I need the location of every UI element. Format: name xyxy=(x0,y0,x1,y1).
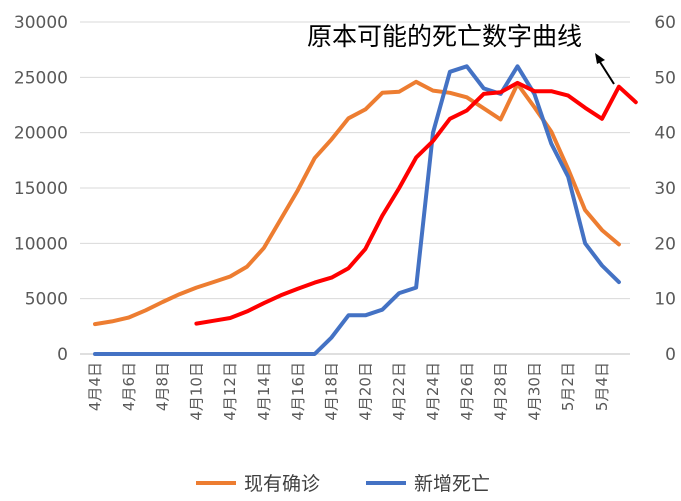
left-tick-label: 30000 xyxy=(14,13,68,33)
left-tick-label: 15000 xyxy=(14,179,68,199)
legend-label: 现有确诊 xyxy=(244,473,320,495)
right-tick-label: 20 xyxy=(654,234,676,254)
left-tick-label: 25000 xyxy=(14,68,68,88)
right-tick-label: 60 xyxy=(654,13,676,33)
annotation-arrowhead xyxy=(595,53,605,64)
right-tick-label: 40 xyxy=(654,124,676,144)
x-tick-label: 5月4日 xyxy=(593,362,611,411)
x-tick-label: 4月24日 xyxy=(424,362,442,421)
x-tick-label: 5月2日 xyxy=(559,362,577,411)
x-tick-label: 4月16日 xyxy=(289,362,307,421)
x-tick-label: 4月4日 xyxy=(86,362,104,411)
x-tick-label: 4月10日 xyxy=(187,362,205,421)
x-tick-label: 4月28日 xyxy=(492,362,510,421)
right-axis-ticks: 0 10 20 30 40 50 60 xyxy=(654,13,676,365)
series-line xyxy=(194,80,638,326)
annotation-text: 原本可能的死亡数字曲线 xyxy=(307,22,582,51)
left-axis-ticks: 0 5000 10000 15000 20000 25000 30000 xyxy=(14,13,68,365)
legend: 现有确诊 新增死亡 xyxy=(196,473,490,495)
x-tick-label: 4月22日 xyxy=(390,362,408,421)
left-tick-label: 20000 xyxy=(14,124,68,144)
right-tick-label: 30 xyxy=(654,179,676,199)
x-tick-label: 4月14日 xyxy=(255,362,273,421)
left-tick-label: 10000 xyxy=(14,234,68,254)
x-tick-label: 4月30日 xyxy=(525,362,543,421)
right-tick-label: 10 xyxy=(654,290,676,310)
annotation: 原本可能的死亡数字曲线 xyxy=(307,22,615,85)
x-tick-label: 4月20日 xyxy=(356,362,374,421)
series-line xyxy=(93,79,621,327)
annotation-arrow xyxy=(599,61,615,85)
x-tick-label: 4月8日 xyxy=(154,362,172,411)
x-tick-label: 4月12日 xyxy=(221,362,239,421)
x-tick-label: 4月6日 xyxy=(120,362,138,411)
right-tick-label: 50 xyxy=(654,68,676,88)
left-tick-label: 5000 xyxy=(25,290,68,310)
right-tick-label: 0 xyxy=(665,345,676,365)
x-axis-ticks: 4月4日 4月6日 4月8日 4月10日 4月12日 4月14日 4月16日 4月18日 4月2… xyxy=(86,362,611,421)
x-tick-label: 4月26日 xyxy=(458,362,476,421)
legend-label: 新增死亡 xyxy=(414,473,490,495)
series-line xyxy=(93,64,621,356)
series-lines xyxy=(93,64,638,356)
left-tick-label: 0 xyxy=(57,345,68,365)
x-tick-label: 4月18日 xyxy=(323,362,341,421)
gridlines xyxy=(80,21,630,300)
